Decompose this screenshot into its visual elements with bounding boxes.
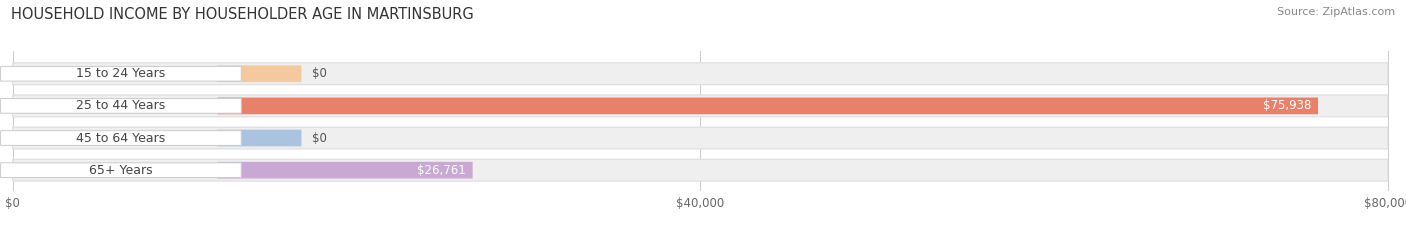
Text: 65+ Years: 65+ Years	[89, 164, 153, 177]
FancyBboxPatch shape	[217, 130, 301, 146]
FancyBboxPatch shape	[0, 66, 242, 81]
Text: 25 to 44 Years: 25 to 44 Years	[76, 99, 166, 112]
Text: $26,761: $26,761	[418, 164, 465, 177]
Text: $0: $0	[312, 67, 328, 80]
FancyBboxPatch shape	[13, 127, 1388, 149]
Text: HOUSEHOLD INCOME BY HOUSEHOLDER AGE IN MARTINSBURG: HOUSEHOLD INCOME BY HOUSEHOLDER AGE IN M…	[11, 7, 474, 22]
FancyBboxPatch shape	[217, 98, 1317, 114]
Text: $75,938: $75,938	[1263, 99, 1312, 112]
FancyBboxPatch shape	[0, 163, 242, 178]
FancyBboxPatch shape	[13, 63, 1388, 85]
FancyBboxPatch shape	[13, 159, 1388, 181]
FancyBboxPatch shape	[0, 99, 242, 113]
FancyBboxPatch shape	[0, 131, 242, 145]
Text: 15 to 24 Years: 15 to 24 Years	[76, 67, 166, 80]
Text: $0: $0	[312, 132, 328, 144]
FancyBboxPatch shape	[13, 95, 1388, 117]
FancyBboxPatch shape	[217, 65, 301, 82]
Text: 45 to 64 Years: 45 to 64 Years	[76, 132, 166, 144]
FancyBboxPatch shape	[217, 162, 472, 178]
Text: Source: ZipAtlas.com: Source: ZipAtlas.com	[1277, 7, 1395, 17]
